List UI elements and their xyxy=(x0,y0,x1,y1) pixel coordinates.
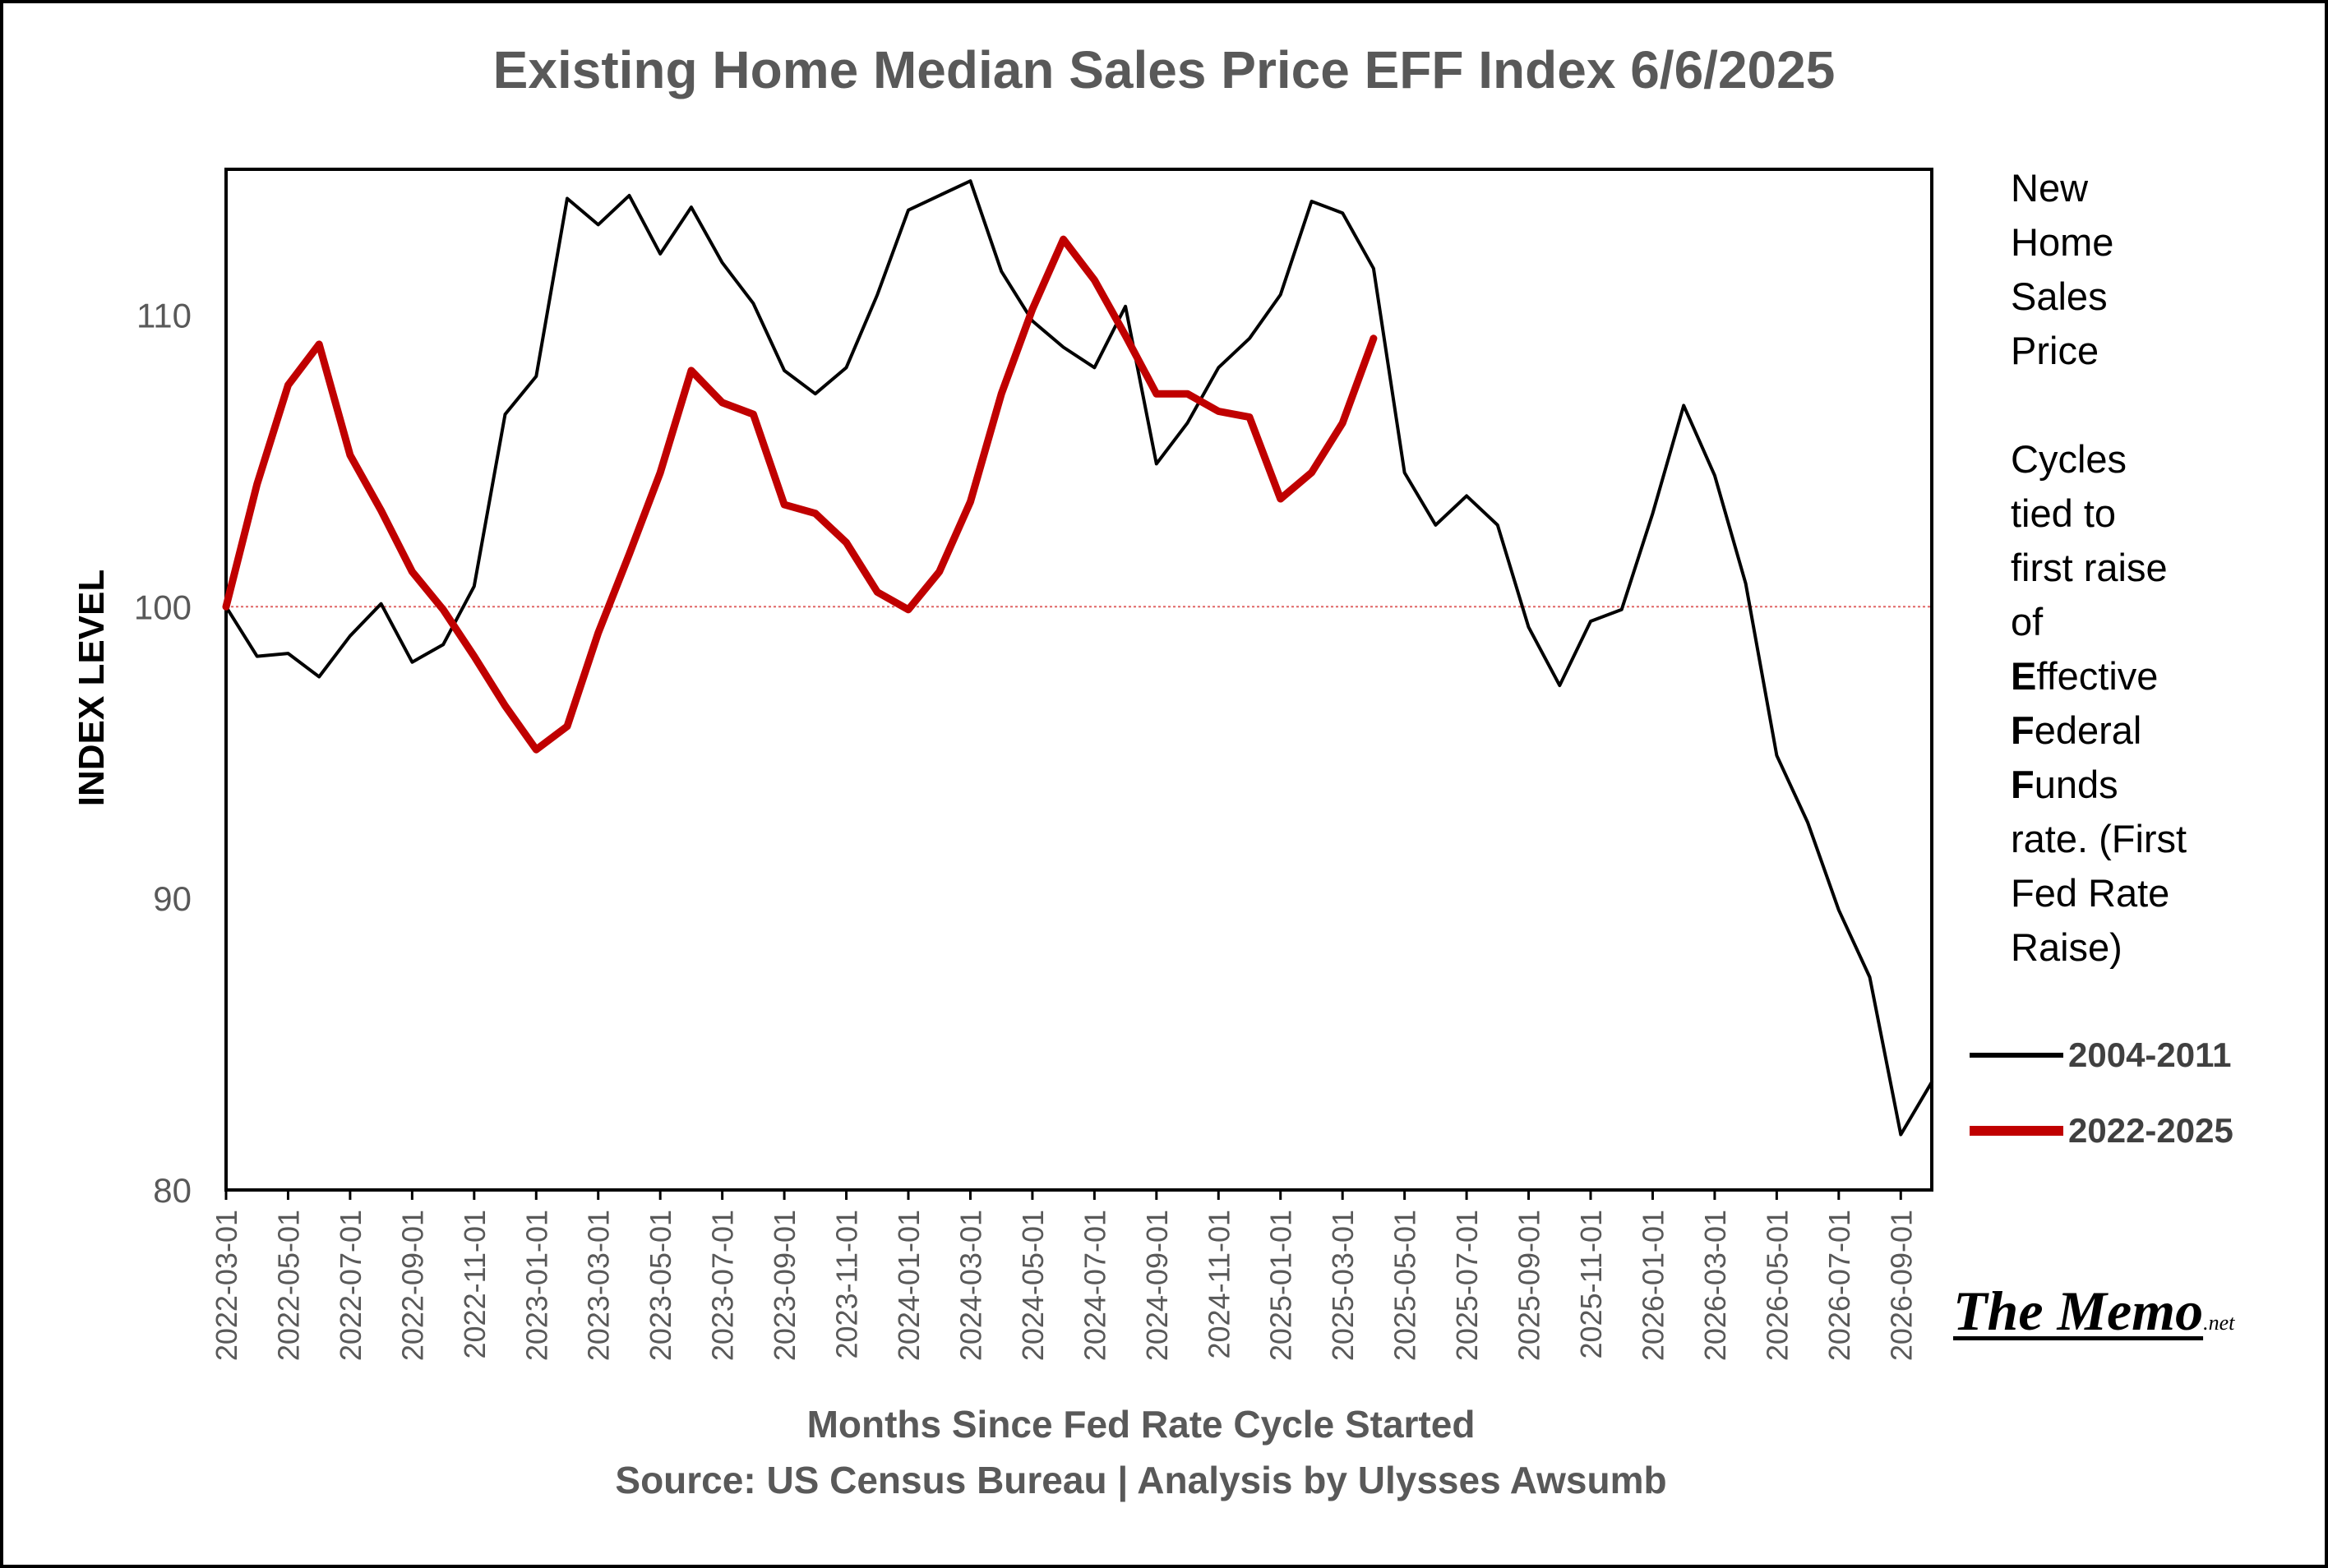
side-note-line: tied to xyxy=(2011,491,2117,535)
side-note-word-rest: unds xyxy=(2034,763,2118,806)
x-tick-label: 2025-01-01 xyxy=(1264,1210,1298,1361)
side-note-line: Price xyxy=(2011,329,2099,372)
x-tick-label: 2026-07-01 xyxy=(1822,1210,1856,1361)
legend-item-2004-2011: 2004-2011 xyxy=(1970,1035,2232,1075)
x-tick-label: 2023-11-01 xyxy=(830,1210,864,1358)
side-note-line: Home xyxy=(2011,220,2114,264)
x-tick-label: 2024-07-01 xyxy=(1078,1210,1111,1361)
side-note-line: Sales xyxy=(2011,274,2108,318)
x-axis-label: Months Since Fed Rate Cycle Started xyxy=(806,1403,1476,1446)
x-tick-label: 2022-07-01 xyxy=(334,1210,367,1361)
x-tick-label: 2026-03-01 xyxy=(1698,1210,1732,1361)
x-tick-label: 2022-05-01 xyxy=(271,1210,305,1361)
x-tick-label: 2022-03-01 xyxy=(210,1210,243,1361)
side-note-line: Cycles xyxy=(2011,437,2127,481)
side-note-line: first raise xyxy=(2011,546,2168,589)
logo-text: The Memo xyxy=(1953,1280,2204,1342)
side-note-line: New xyxy=(2011,166,2089,210)
side-note-line: Funds xyxy=(2011,758,2282,812)
x-tick-label: 2026-09-01 xyxy=(1884,1210,1918,1361)
side-note-line: of xyxy=(2011,600,2044,643)
x-tick-label: 2025-09-01 xyxy=(1513,1210,1546,1361)
x-tick-label: 2022-09-01 xyxy=(395,1210,429,1361)
series-line-2004-2011 xyxy=(224,179,1933,1137)
x-tick-label: 2022-11-01 xyxy=(458,1210,492,1358)
x-tick-label: 2024-01-01 xyxy=(892,1210,926,1361)
side-note-line: rate. (First xyxy=(2011,817,2187,860)
x-tick-label: 2023-05-01 xyxy=(644,1210,677,1361)
y-tick-label: 110 xyxy=(136,296,192,334)
y-tick-label: 100 xyxy=(134,588,192,626)
source-note: Source: US Census Bureau | Analysis by U… xyxy=(615,1459,1667,1501)
side-note-bold-letter: F xyxy=(2011,708,2035,752)
x-tick-label: 2024-05-01 xyxy=(1016,1210,1050,1361)
legend-swatch-red xyxy=(1970,1126,2063,1136)
legend-swatch-black xyxy=(1970,1053,2063,1058)
side-note-line: Fed Rate xyxy=(2011,871,2170,915)
side-note-word-rest: ffective xyxy=(2036,654,2159,698)
legend-item-2022-2025: 2022-2025 xyxy=(1970,1111,2233,1151)
x-tick-label: 2025-07-01 xyxy=(1450,1210,1484,1361)
side-note-bold-letter: E xyxy=(2011,654,2037,698)
x-tick-label: 2023-03-01 xyxy=(582,1210,616,1361)
legend-label: 2004-2011 xyxy=(2068,1035,2232,1074)
side-note-line: Effective xyxy=(2011,649,2282,703)
y-axis-label: INDEX LEVEL xyxy=(72,570,112,807)
side-note-bold-letter: F xyxy=(2011,763,2035,806)
side-note-word-rest: ederal xyxy=(2034,708,2142,752)
x-tick-label: 2024-09-01 xyxy=(1140,1210,1174,1361)
chart-title: Existing Home Median Sales Price EFF Ind… xyxy=(492,40,1836,99)
side-note: New Home Sales Price Cycles tied to firs… xyxy=(2011,161,2282,975)
x-tick-label: 2023-09-01 xyxy=(768,1210,801,1361)
x-tick-label: 2026-01-01 xyxy=(1636,1210,1670,1361)
plot-area-border xyxy=(224,168,1933,1192)
logo-tld: .net xyxy=(2203,1311,2235,1335)
x-tick-label: 2023-07-01 xyxy=(706,1210,740,1361)
x-tick-label: 2026-05-01 xyxy=(1760,1210,1794,1361)
x-tick-label: 2024-11-01 xyxy=(1202,1210,1236,1358)
x-tick-label: 2024-03-01 xyxy=(954,1210,987,1361)
y-tick-label: 80 xyxy=(153,1171,192,1210)
side-note-line: Raise) xyxy=(2011,925,2122,969)
series-line-2022-2025 xyxy=(222,235,1378,754)
x-tick-label: 2025-05-01 xyxy=(1388,1210,1422,1361)
x-tick-label: 2025-03-01 xyxy=(1326,1210,1360,1361)
x-tick-label: 2025-11-01 xyxy=(1574,1210,1608,1358)
y-tick-label: 90 xyxy=(153,879,192,918)
side-note-line: Federal xyxy=(2011,703,2282,758)
the-memo-logo: The Memo.net xyxy=(1953,1279,2234,1344)
x-tick-label: 2023-01-01 xyxy=(520,1210,553,1361)
legend-label: 2022-2025 xyxy=(2068,1111,2233,1150)
